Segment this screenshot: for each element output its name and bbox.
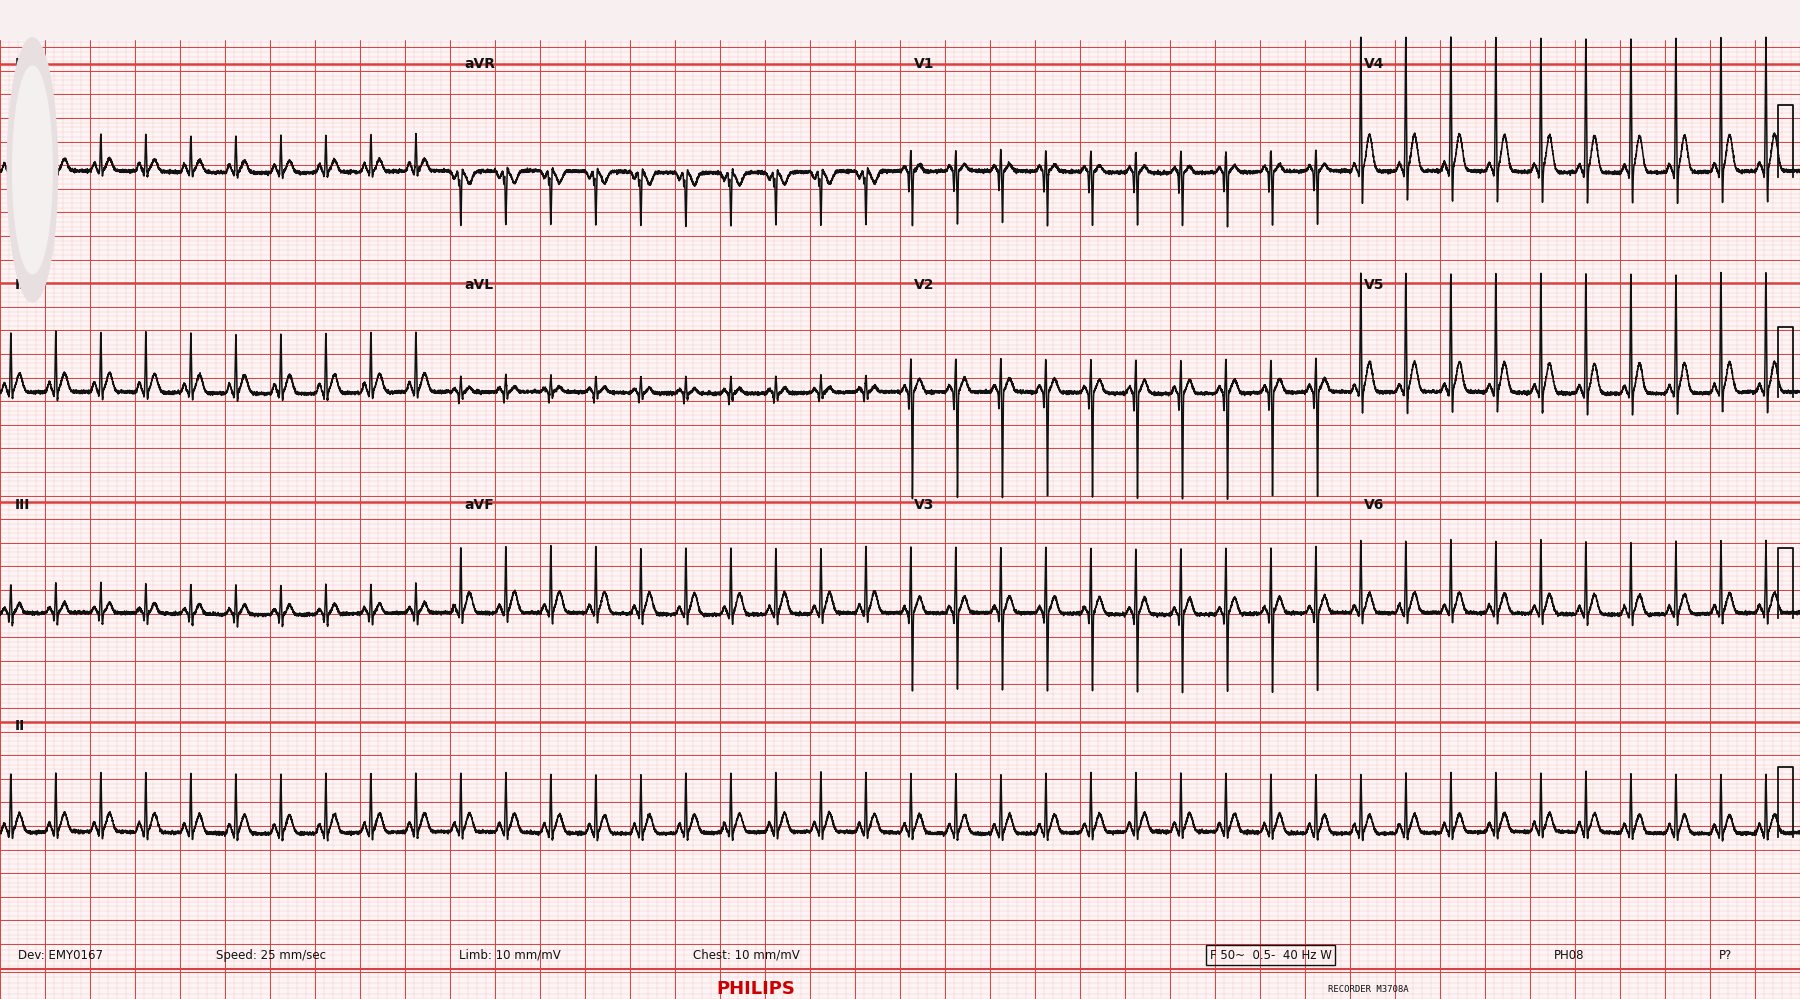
Text: Speed: 25 mm/sec: Speed: 25 mm/sec — [216, 948, 326, 962]
Text: F 50~  0.5-  40 Hz W: F 50~ 0.5- 40 Hz W — [1210, 948, 1332, 962]
Text: V1: V1 — [914, 57, 934, 71]
Text: PH08: PH08 — [1553, 948, 1584, 962]
Text: aVL: aVL — [464, 278, 493, 292]
Text: I: I — [14, 57, 20, 71]
Text: V6: V6 — [1364, 499, 1384, 512]
Text: Chest: 10 mm/mV: Chest: 10 mm/mV — [693, 948, 799, 962]
Bar — [0, 0, 1800, 39]
Text: Dev: EMY0167: Dev: EMY0167 — [18, 948, 103, 962]
Text: aVF: aVF — [464, 499, 495, 512]
Text: V2: V2 — [914, 278, 934, 292]
Text: P?: P? — [1719, 948, 1732, 962]
Text: II: II — [14, 278, 25, 292]
Text: aVR: aVR — [464, 57, 495, 71]
Text: III: III — [14, 499, 31, 512]
Text: V4: V4 — [1364, 57, 1384, 71]
Text: PHILIPS: PHILIPS — [716, 980, 796, 998]
Text: II: II — [14, 719, 25, 733]
Text: V5: V5 — [1364, 278, 1384, 292]
Text: Limb: 10 mm/mV: Limb: 10 mm/mV — [459, 948, 562, 962]
Text: RECORDER M3708A: RECORDER M3708A — [1328, 985, 1408, 994]
Ellipse shape — [13, 66, 52, 274]
Ellipse shape — [7, 38, 58, 302]
Text: V3: V3 — [914, 499, 934, 512]
